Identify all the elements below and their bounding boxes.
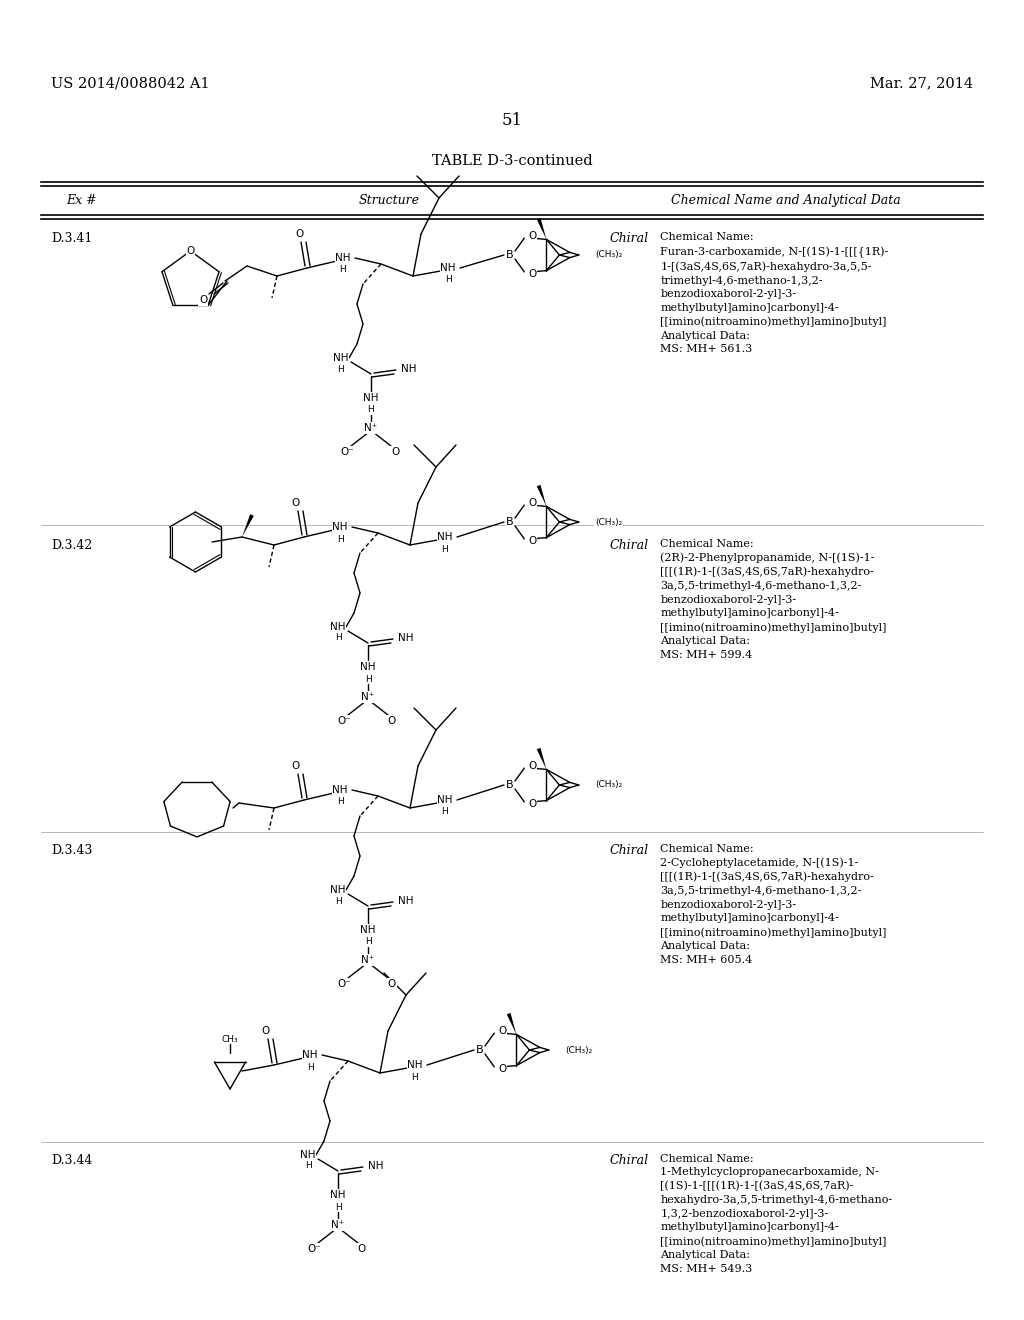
Text: Chiral: Chiral (609, 1154, 648, 1167)
Text: H: H (338, 364, 344, 374)
Text: N⁺: N⁺ (332, 1220, 345, 1230)
Text: O: O (292, 498, 300, 508)
Text: NH: NH (332, 521, 348, 532)
Text: (CH₃)₂: (CH₃)₂ (595, 517, 623, 527)
Text: NH: NH (335, 253, 351, 263)
Text: US 2014/0088042 A1: US 2014/0088042 A1 (51, 77, 210, 91)
Text: NH: NH (331, 884, 346, 895)
Text: (CH₃)₂: (CH₃)₂ (565, 1045, 592, 1055)
Text: D.3.43: D.3.43 (51, 843, 92, 857)
Text: H: H (365, 937, 372, 946)
Text: O: O (388, 979, 396, 989)
Text: NH: NH (331, 1191, 346, 1200)
Text: H: H (340, 265, 346, 275)
Text: 51: 51 (502, 112, 522, 129)
Text: H: H (412, 1072, 419, 1081)
Text: NH: NH (332, 785, 348, 795)
Text: O: O (357, 1243, 367, 1254)
Text: H: H (368, 405, 375, 414)
Text: O: O (388, 715, 396, 726)
Text: O: O (295, 228, 303, 239)
Text: Chemical Name:
Furan-3-carboxamide, N-[(1S)-1-[[[{1R)-
1-[(3aS,4S,6S,7aR)-hexahy: Chemical Name: Furan-3-carboxamide, N-[(… (660, 232, 889, 355)
Text: Chemical Name:
(2R)-2-Phenylpropanamide, N-[(1S)-1-
[[[(1R)-1-[(3aS,4S,6S,7aR)-h: Chemical Name: (2R)-2-Phenylpropanamide,… (660, 539, 887, 660)
Text: Structure: Structure (358, 194, 420, 207)
Text: H: H (444, 276, 452, 285)
Text: B: B (506, 517, 514, 527)
Text: Chemical Name:
1-Methylcyclopropanecarboxamide, N-
[(1S)-1-[[[(1R)-1-[(3aS,4S,6S: Chemical Name: 1-Methylcyclopropanecarbo… (660, 1154, 893, 1274)
Text: H: H (335, 896, 341, 906)
Text: O: O (528, 498, 537, 508)
Text: Ex #: Ex # (67, 194, 97, 207)
Text: H: H (335, 634, 341, 643)
Polygon shape (537, 748, 547, 770)
Text: O⁻: O⁻ (337, 715, 351, 726)
Text: D.3.42: D.3.42 (51, 539, 92, 552)
Text: NH: NH (408, 1060, 423, 1071)
Text: O: O (528, 231, 537, 242)
Text: (CH₃)₂: (CH₃)₂ (595, 780, 623, 789)
Text: O: O (186, 246, 195, 256)
Text: H: H (441, 808, 449, 817)
Text: O: O (262, 1026, 270, 1036)
Text: O: O (199, 294, 207, 305)
Text: N⁺: N⁺ (361, 954, 375, 965)
Text: Chemical Name:
2-Cycloheptylacetamide, N-[(1S)-1-
[[[(1R)-1-[(3aS,4S,6S,7aR)-hex: Chemical Name: 2-Cycloheptylacetamide, N… (660, 843, 887, 965)
Text: H: H (365, 675, 372, 684)
Text: N⁺: N⁺ (361, 692, 375, 702)
Text: Mar. 27, 2014: Mar. 27, 2014 (869, 77, 973, 91)
Text: B: B (506, 249, 514, 260)
Text: O: O (292, 762, 300, 771)
Polygon shape (537, 484, 547, 507)
Text: NH: NH (398, 896, 414, 906)
Text: O: O (499, 1064, 507, 1074)
Text: H: H (335, 1203, 341, 1212)
Text: H: H (441, 544, 449, 553)
Text: H: H (337, 797, 343, 807)
Text: TABLE D-3-continued: TABLE D-3-continued (432, 154, 592, 169)
Text: NH: NH (300, 1150, 315, 1160)
Text: NH: NH (437, 532, 453, 543)
Text: Chemical Name and Analytical Data: Chemical Name and Analytical Data (671, 194, 900, 207)
Text: NH: NH (437, 795, 453, 805)
Text: O: O (528, 536, 537, 546)
Text: B: B (476, 1045, 483, 1055)
Text: O⁻: O⁻ (340, 447, 354, 457)
Text: NH: NH (333, 352, 349, 363)
Text: CH₃: CH₃ (221, 1035, 239, 1044)
Text: (CH₃)₂: (CH₃)₂ (595, 251, 623, 260)
Text: H: H (304, 1162, 311, 1171)
Text: O: O (528, 799, 537, 809)
Text: NH: NH (360, 663, 376, 672)
Polygon shape (507, 1012, 516, 1035)
Text: NH: NH (440, 263, 456, 273)
Text: O⁻: O⁻ (337, 979, 351, 989)
Text: NH: NH (360, 925, 376, 935)
Text: B: B (506, 780, 514, 789)
Text: H: H (337, 535, 343, 544)
Text: NH: NH (331, 622, 346, 632)
Text: Chiral: Chiral (609, 539, 648, 552)
Text: O: O (499, 1026, 507, 1036)
Text: NH: NH (368, 1162, 384, 1171)
Text: NH: NH (398, 634, 414, 643)
Text: D.3.41: D.3.41 (51, 232, 92, 246)
Text: D.3.44: D.3.44 (51, 1154, 92, 1167)
Text: O: O (528, 762, 537, 771)
Text: Chiral: Chiral (609, 232, 648, 246)
Text: O: O (528, 269, 537, 279)
Polygon shape (537, 218, 547, 239)
Text: NH: NH (401, 364, 417, 374)
Text: O: O (391, 447, 399, 457)
Text: O⁻: O⁻ (307, 1243, 321, 1254)
Text: NH: NH (302, 1049, 317, 1060)
Text: N⁺: N⁺ (365, 422, 378, 433)
Text: NH: NH (364, 393, 379, 403)
Text: Chiral: Chiral (609, 843, 648, 857)
Polygon shape (242, 515, 254, 537)
Text: H: H (306, 1063, 313, 1072)
